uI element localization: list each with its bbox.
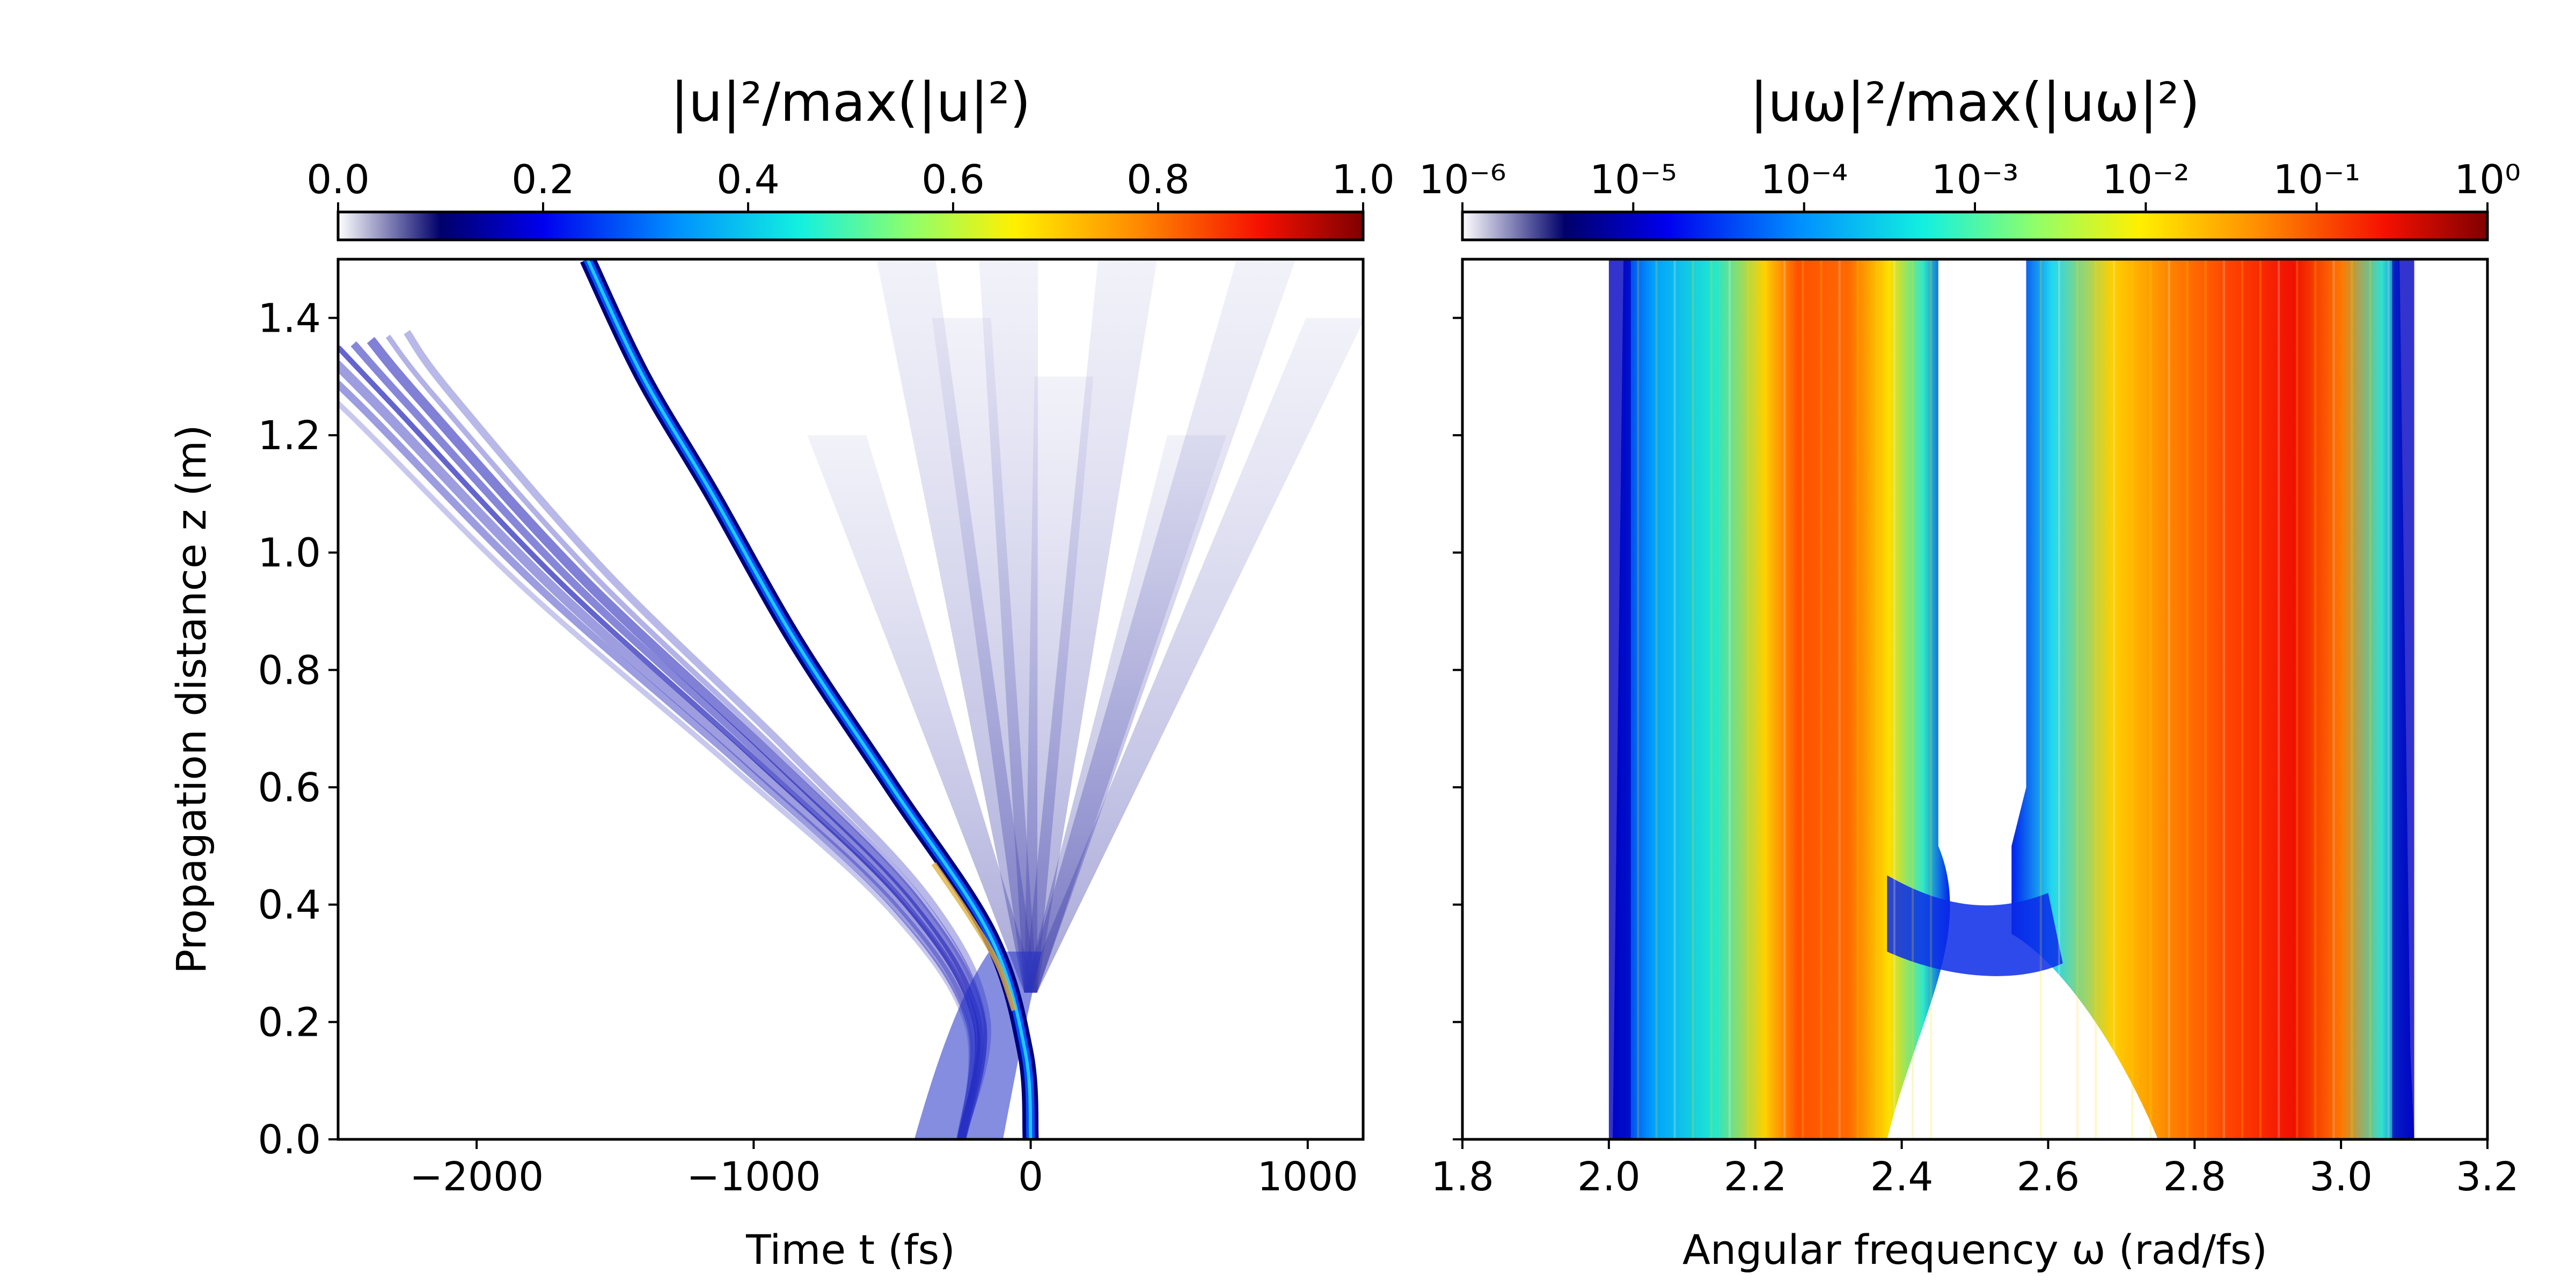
colorbar-2-gradient: [1461, 210, 2489, 241]
time-x-tick-label: −1000: [686, 1154, 821, 1200]
colorbar-1-gradient: [336, 210, 1365, 241]
time-y-tick-label: 0.4: [258, 882, 321, 928]
red-shifted-band: [1613, 259, 1950, 1139]
fan-ray: [1024, 259, 1158, 993]
frequency-x-tick-label: 2.6: [2017, 1154, 2080, 1200]
blue-shifted-band: [2011, 259, 2414, 1139]
frequency-x-axis-label: Angular frequency ω (rad/fs): [1682, 1226, 2267, 1274]
colorbar-1-tick-label: 0.6: [921, 157, 985, 203]
colorbar-linear: |u|²/max(|u|²) 0.0 0.2 0.4 0.6 0.8 1.0: [306, 71, 1395, 241]
time-y-tick-label: 1.4: [258, 295, 321, 341]
time-y-tick-label: 0.2: [258, 999, 321, 1045]
colorbar-1-tick-label: 1.0: [1331, 157, 1395, 203]
frequency-plot-frame: [1461, 258, 2489, 1141]
frequency-x-tick-label: 1.8: [1431, 1154, 1494, 1200]
fan-ray: [979, 259, 1038, 993]
time-plot-frame: [336, 258, 1365, 1141]
colorbar-1-tick-label: 0.8: [1126, 157, 1190, 203]
colorbar-2-tick-label: 10⁻⁴: [1760, 157, 1848, 203]
frequency-x-tick-label: 2.2: [1724, 1154, 1787, 1200]
colorbar-1-tick-label: 0.0: [306, 157, 370, 203]
frequency-x-tick-label: 3.0: [2309, 1154, 2373, 1200]
main-soliton-trace: [580, 259, 1039, 1139]
time-x-tick-label: 0: [1018, 1154, 1043, 1200]
frequency-x-tick-label: 2.0: [1577, 1154, 1641, 1200]
colorbar-2-tick-label: 10⁻¹: [2273, 157, 2360, 203]
frequency-bridge: [1887, 875, 2063, 976]
blue-band-edge: [2392, 259, 2414, 1139]
time-domain-panel: −2000 −1000 0 1000 0.0 0.2 0.4 0.6 0.8 1.0 1.2 1.4…: [167, 258, 1365, 1274]
time-x-axis-label: Time t (fs): [745, 1226, 955, 1274]
fan-ray: [876, 259, 1037, 993]
time-heatmap: [338, 259, 1363, 1139]
colorbar-2-tick-label: 10⁻⁵: [1590, 157, 1677, 203]
colorbar-1-label: |u|²/max(|u|²): [670, 71, 1030, 134]
time-y-tick-label: 1.2: [258, 413, 321, 459]
time-y-tick-label: 1.0: [258, 530, 321, 576]
time-y-axis-label: Propagation distance z (m): [167, 425, 215, 974]
secondary-soliton-bundle: [338, 330, 1042, 1139]
fan-ray: [807, 435, 1037, 993]
colorbar-2-label: |uω|²/max(|uω|²): [1750, 71, 2200, 134]
frequency-x-tick-label: 3.2: [2456, 1154, 2519, 1200]
fan-ray: [932, 318, 1037, 993]
time-x-tick-label: −2000: [409, 1154, 544, 1200]
time-x-tick-label: 1000: [1257, 1154, 1358, 1200]
colorbar-1-tick-label: 0.2: [511, 157, 575, 203]
time-y-tick-label: 0.8: [258, 647, 321, 693]
red-band-edge: [1608, 259, 1631, 1139]
dispersive-fan: [807, 259, 1363, 993]
frequency-x-tick-label: 2.8: [2163, 1154, 2226, 1200]
frequency-heatmap: [1608, 259, 2414, 1139]
collision-hotspot: [931, 862, 1017, 1012]
colorbar-2-tick-label: 10⁰: [2454, 157, 2521, 203]
time-y-tick-label: 0.6: [258, 765, 321, 811]
time-y-tick-label: 0.0: [258, 1117, 321, 1163]
colorbar-2-tick-label: 10⁻³: [1931, 157, 2019, 203]
frequency-domain-panel: 1.8 2.0 2.2 2.4 2.6 2.8 3.0 3.2 Angular frequen…: [1431, 258, 2519, 1274]
main-trace-core: [586, 259, 1033, 1139]
colorbar-log: |uω|²/max(|uω|²) 10⁻⁶ 10⁻⁵ 10⁻⁴ 10⁻³ 10⁻² 10⁻…: [1419, 71, 2521, 241]
colorbar-2-tick-label: 10⁻²: [2102, 157, 2190, 203]
colorbar-1-tick-label: 0.4: [716, 157, 780, 203]
colorbar-2-tick-label: 10⁻⁶: [1419, 157, 1506, 203]
fan-ray: [1024, 318, 1363, 993]
fan-ray: [1024, 259, 1296, 993]
frequency-x-tick-label: 2.4: [1870, 1154, 1934, 1200]
